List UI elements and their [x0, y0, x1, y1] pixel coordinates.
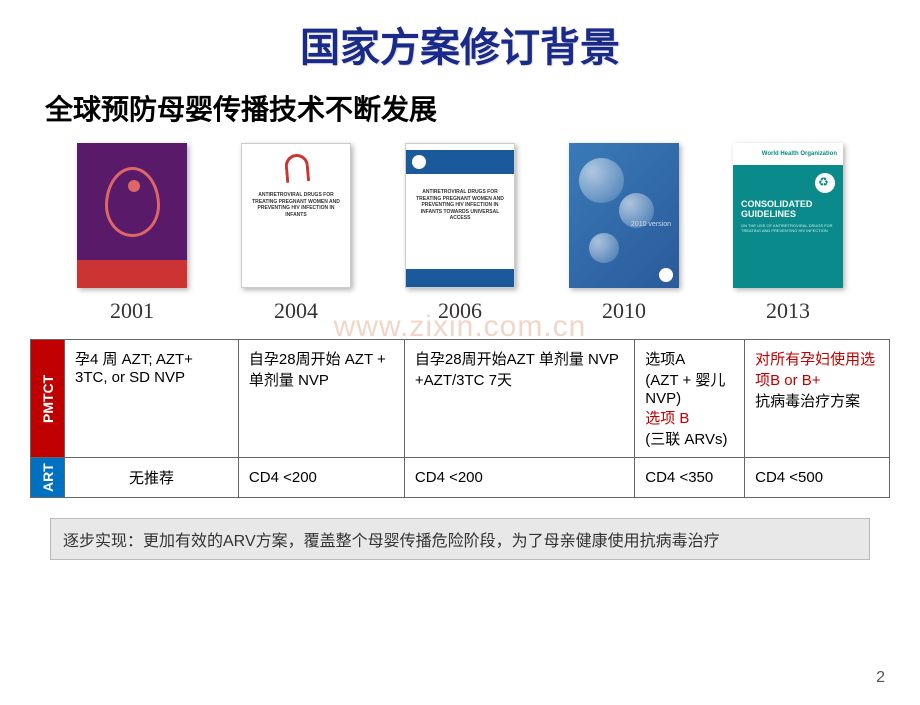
all-pregnant-label: 对所有孕妇使用选项B or B+ [755, 351, 875, 389]
art-cell-2013: CD4 <500 [745, 458, 890, 498]
who-logo-text: World Health Organization [762, 151, 837, 157]
cover-text: ANTIRETROVIRAL DRUGS FOR TREATING PREGNA… [414, 189, 506, 222]
cover-2004: ANTIRETROVIRAL DRUGS FOR TREATING PREGNA… [221, 143, 371, 324]
page-number: 2 [876, 669, 885, 687]
option-b-detail: (三联 ARVs) [645, 431, 727, 448]
recycle-icon [815, 173, 835, 193]
cover-2010: 2010 version 2010 [549, 143, 699, 324]
art-row-header: ART [31, 458, 65, 498]
cover-title: CONSOLIDATED GUIDELINES [733, 197, 843, 221]
year-label: 2004 [274, 298, 318, 324]
year-label: 2013 [766, 298, 810, 324]
slide-title: 国家方案修订背景 [0, 15, 920, 73]
who-logo-icon [412, 155, 426, 169]
art-cell-2010: CD4 <350 [635, 458, 745, 498]
year-label: 2001 [110, 298, 154, 324]
guideline-covers-row: 2001 ANTIRETROVIRAL DRUGS FOR TREATING P… [0, 143, 920, 324]
pmtct-cell-2013: 对所有孕妇使用选项B or B+ 抗病毒治疗方案 [745, 340, 890, 458]
summary-box: 逐步实现：更加有效的ARV方案，覆盖整个母婴传播危险阶段，为了母亲健康使用抗病毒… [50, 518, 870, 560]
pmtct-cell-2001: 孕4 周 AZT; AZT+ 3TC, or SD NVP [65, 340, 239, 458]
art-cell-2004: CD4 <200 [238, 458, 404, 498]
option-b-label: 选项 B [645, 410, 689, 427]
treatment-plan-label: 抗病毒治疗方案 [755, 393, 860, 410]
slide-subtitle: 全球预防母婴传播技术不断发展 [45, 88, 920, 128]
cover-image-2010: 2010 version [569, 143, 679, 288]
version-label: 2010 version [631, 221, 671, 228]
pmtct-cell-2006: 自孕28周开始AZT 单剂量 NVP +AZT/3TC 7天 [404, 340, 634, 458]
cover-subtitle: ON THE USE OF ANTIRETROVIRAL DRUGS FOR T… [733, 221, 843, 235]
art-cell-2001: 无推荐 [65, 458, 239, 498]
cover-image-2004: ANTIRETROVIRAL DRUGS FOR TREATING PREGNA… [241, 143, 351, 288]
table-row-pmtct: PMTCT 孕4 周 AZT; AZT+ 3TC, or SD NVP 自孕28… [31, 340, 890, 458]
guidelines-table: PMTCT 孕4 周 AZT; AZT+ 3TC, or SD NVP 自孕28… [30, 339, 890, 498]
who-logo-icon [659, 268, 673, 282]
option-a-label: 选项A [645, 351, 685, 368]
cover-image-2001 [77, 143, 187, 288]
year-label: 2006 [438, 298, 482, 324]
pmtct-cell-2010: 选项A (AZT + 婴儿 NVP) 选项 B (三联 ARVs) [635, 340, 745, 458]
cover-2006: ANTIRETROVIRAL DRUGS FOR TREATING PREGNA… [385, 143, 535, 324]
art-cell-2006: CD4 <200 [404, 458, 634, 498]
table-row-art: ART 无推荐 CD4 <200 CD4 <200 CD4 <350 CD4 <… [31, 458, 890, 498]
pmtct-row-header: PMTCT [31, 340, 65, 458]
pmtct-cell-2004: 自孕28周开始 AZT + 单剂量 NVP [238, 340, 404, 458]
year-label: 2010 [602, 298, 646, 324]
cover-image-2006: ANTIRETROVIRAL DRUGS FOR TREATING PREGNA… [405, 143, 515, 288]
cover-2001: 2001 [57, 143, 207, 324]
option-a-detail: (AZT + 婴儿 NVP) [645, 372, 725, 407]
cover-image-2013: World Health Organization CONSOLIDATED G… [733, 143, 843, 288]
ribbon-icon [281, 154, 311, 184]
cover-2013: World Health Organization CONSOLIDATED G… [713, 143, 863, 324]
cover-text: ANTIRETROVIRAL DRUGS FOR TREATING PREGNA… [242, 189, 350, 221]
